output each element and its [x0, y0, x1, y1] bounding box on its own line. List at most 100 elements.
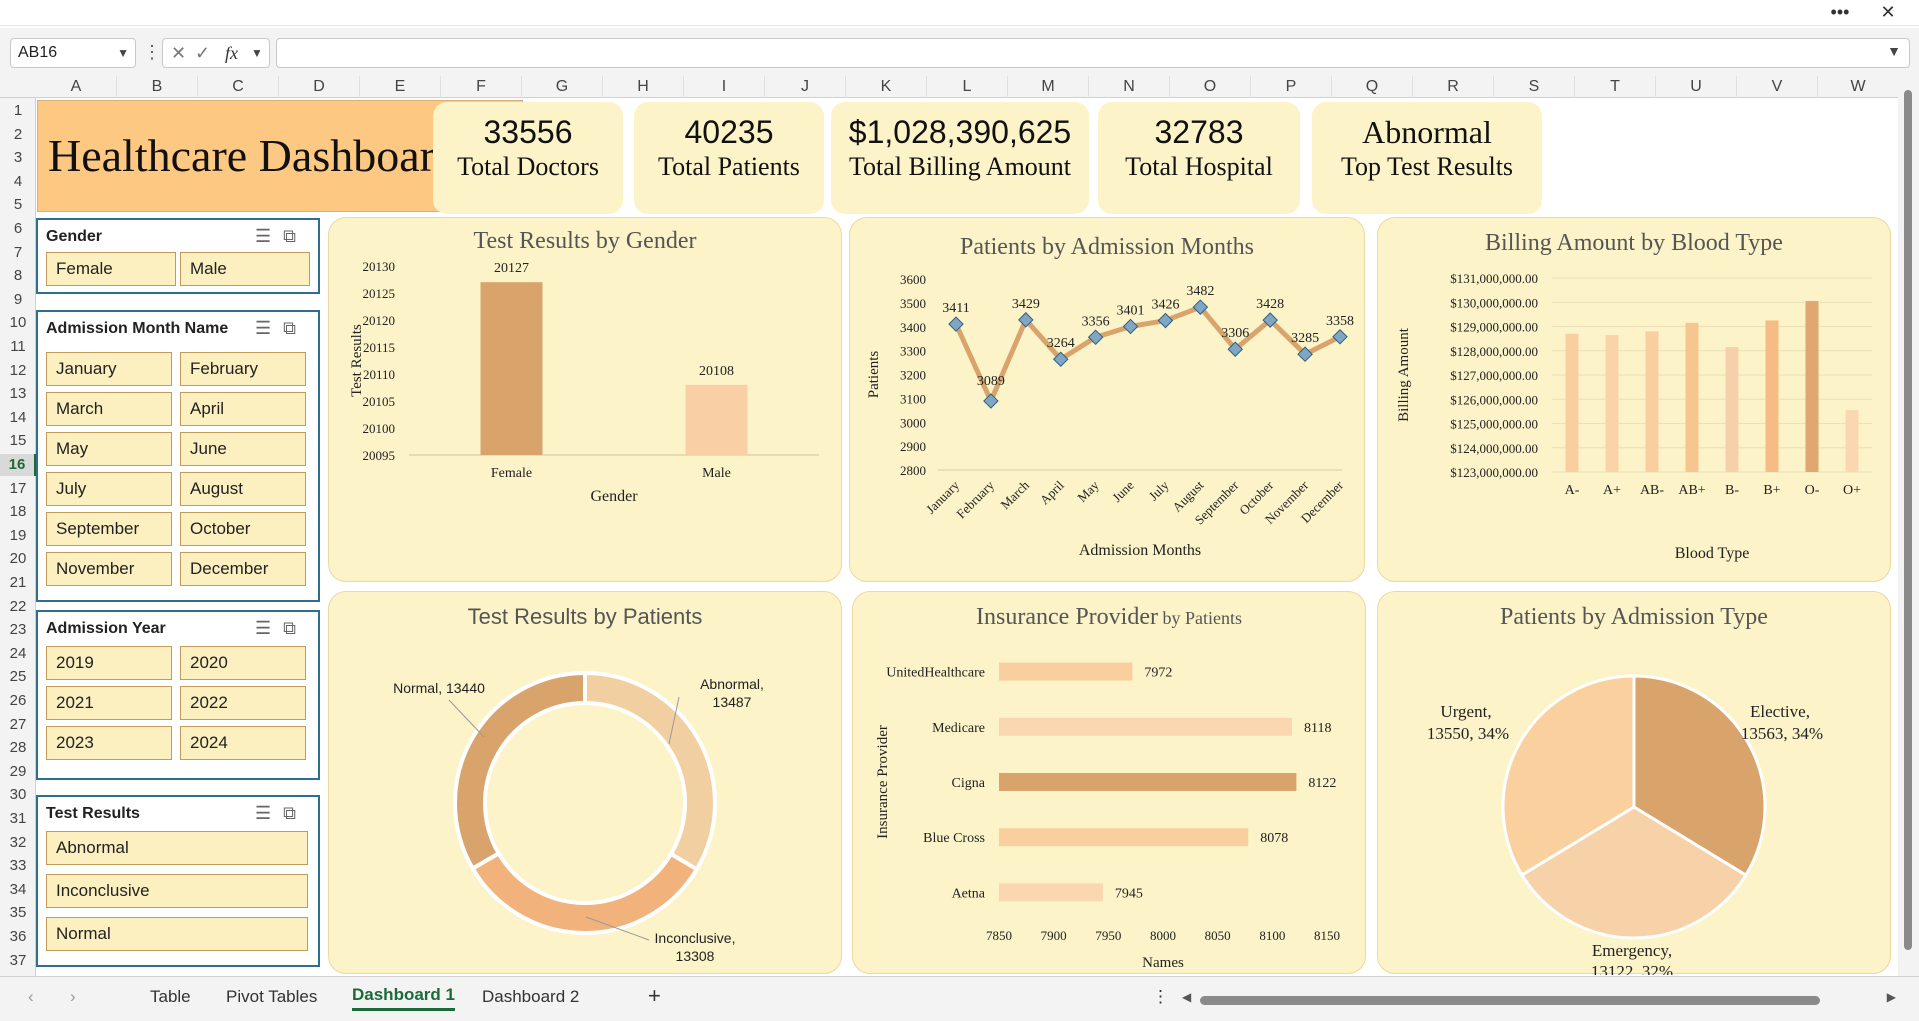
column-header[interactable]: K	[846, 76, 927, 98]
chevron-down-icon[interactable]: ▼	[251, 46, 263, 60]
slicer-item-2020[interactable]: 2020	[180, 646, 306, 680]
chart-billing-by-blood-type[interactable]: Billing Amount by Blood Type $123,000,00…	[1377, 217, 1891, 582]
slicer-item-june[interactable]: June	[180, 432, 306, 466]
slicer-item-october[interactable]: October	[180, 512, 306, 546]
slicer-item-november[interactable]: November	[46, 552, 172, 586]
slicer-item-march[interactable]: March	[46, 392, 172, 426]
more-options-icon[interactable]: ⋮	[1152, 987, 1169, 1006]
slicer-item-september[interactable]: September	[46, 512, 172, 546]
row-header[interactable]: 3	[13, 149, 23, 167]
next-sheet-icon[interactable]: ›	[70, 987, 76, 1006]
row-header[interactable]: 36	[9, 928, 27, 945]
column-header[interactable]: C	[198, 76, 279, 98]
slicer-item-april[interactable]: April	[180, 392, 306, 426]
close-icon[interactable]: ✕	[1880, 2, 1896, 22]
enter-icon[interactable]: ✓	[195, 43, 211, 63]
row-header[interactable]: 25	[9, 668, 27, 686]
column-header[interactable]: P	[1251, 76, 1332, 98]
row-header[interactable]: 34	[9, 880, 27, 898]
column-header[interactable]: E	[360, 76, 441, 98]
column-header[interactable]: G	[522, 76, 603, 98]
row-header[interactable]: 30	[9, 786, 27, 804]
column-header[interactable]: M	[1008, 76, 1089, 98]
slicer-item-2021[interactable]: 2021	[46, 686, 172, 720]
clear-filter-icon[interactable]: ⧉	[283, 803, 308, 823]
row-header[interactable]: 20	[9, 550, 27, 568]
slicer-item-2023[interactable]: 2023	[46, 726, 172, 760]
row-header[interactable]: 17	[9, 479, 27, 497]
column-header[interactable]: Q	[1332, 76, 1413, 98]
tab-dashboard-2[interactable]: Dashboard 2	[482, 987, 580, 1006]
slicer-item-male[interactable]: Male	[180, 252, 310, 286]
column-header[interactable]: H	[603, 76, 684, 98]
slicer-item-february[interactable]: February	[180, 352, 306, 386]
multi-select-icon[interactable]: ☰	[255, 618, 284, 638]
column-header[interactable]: W	[1818, 76, 1899, 98]
column-header[interactable]: R	[1413, 76, 1494, 98]
vertical-scrollbar[interactable]	[1898, 76, 1919, 976]
row-header[interactable]: 8	[13, 267, 23, 285]
horizontal-scrollbar[interactable]: ◀ ▶	[1180, 990, 1898, 1008]
chart-insurance-by-patients[interactable]: Insurance Provider by Patients 7972 Unite…	[852, 591, 1366, 974]
row-header[interactable]: 21	[9, 574, 27, 591]
row-header[interactable]: 2	[13, 125, 23, 143]
slicer-item-may[interactable]: May	[46, 432, 172, 466]
clear-filter-icon[interactable]: ⧉	[283, 318, 308, 338]
column-header[interactable]: T	[1575, 76, 1656, 98]
row-header[interactable]: 4	[13, 172, 23, 190]
row-header[interactable]: 15	[9, 432, 27, 450]
name-box[interactable]: AB16 ▼	[10, 38, 136, 68]
row-header[interactable]: 11	[10, 338, 26, 355]
prev-sheet-icon[interactable]: ‹	[28, 987, 34, 1006]
slicer-item-inconclusive[interactable]: Inconclusive	[46, 874, 308, 908]
chart-patients-by-admission-months[interactable]: Patients by Admission Months 2800 2900 300…	[849, 217, 1365, 582]
vertical-dots-icon[interactable]: ⋮	[143, 42, 161, 62]
add-sheet-button[interactable]: +	[648, 983, 661, 1008]
row-header[interactable]: 23	[9, 621, 27, 639]
slicer-item-abnormal[interactable]: Abnormal	[46, 831, 308, 865]
row-header[interactable]: 31	[9, 810, 27, 827]
chart-test-results-by-gender[interactable]: Test Results by Gender 20095 20100 20105 20…	[328, 217, 842, 582]
tab-pivot-tables[interactable]: Pivot Tables	[226, 987, 318, 1006]
row-header[interactable]: 16	[0, 454, 36, 476]
slicer-item-normal[interactable]: Normal	[46, 917, 308, 951]
clear-filter-icon[interactable]: ⧉	[283, 618, 308, 638]
row-header[interactable]: 7	[13, 243, 23, 261]
cancel-icon[interactable]: ✕	[171, 43, 187, 63]
tab-table[interactable]: Table	[150, 987, 191, 1006]
row-header[interactable]: 35	[9, 904, 27, 922]
row-header[interactable]: 37	[9, 951, 27, 969]
slicer-item-december[interactable]: December	[180, 552, 306, 586]
row-header[interactable]: 27	[9, 715, 27, 733]
column-header[interactable]: F	[441, 76, 522, 98]
column-header[interactable]: V	[1737, 76, 1818, 98]
row-header[interactable]: 5	[13, 196, 23, 214]
column-header[interactable]: S	[1494, 76, 1575, 98]
formula-input[interactable]: ▼	[276, 38, 1910, 68]
slicer-item-2024[interactable]: 2024	[180, 726, 306, 760]
row-header[interactable]: 26	[9, 692, 27, 709]
row-header[interactable]: 9	[13, 290, 23, 308]
slicer-item-august[interactable]: August	[180, 472, 306, 506]
row-header[interactable]: 14	[9, 408, 27, 426]
column-header[interactable]: I	[684, 76, 765, 98]
row-header[interactable]: 19	[9, 526, 27, 544]
row-header[interactable]: 1	[13, 102, 23, 119]
slicer-item-2022[interactable]: 2022	[180, 686, 306, 720]
row-header[interactable]: 24	[9, 644, 27, 662]
scroll-right-icon[interactable]: ▶	[1886, 990, 1896, 1004]
column-header[interactable]: J	[765, 76, 846, 98]
row-header[interactable]: 10	[9, 314, 27, 332]
column-header[interactable]: N	[1089, 76, 1170, 98]
slicer-item-2019[interactable]: 2019	[46, 646, 172, 680]
slicer-item-female[interactable]: Female	[46, 252, 176, 286]
row-header[interactable]: 18	[9, 503, 27, 521]
chart-test-results-by-patients[interactable]: Test Results by Patients Abnormal, 13487 I…	[328, 591, 842, 974]
scroll-thumb[interactable]	[1904, 90, 1912, 950]
row-header[interactable]: 32	[9, 833, 27, 851]
chevron-down-icon[interactable]: ▼	[117, 46, 129, 60]
scroll-left-icon[interactable]: ◀	[1182, 990, 1192, 1004]
row-header[interactable]: 29	[9, 762, 27, 780]
row-header[interactable]: 6	[13, 220, 23, 237]
row-header[interactable]: 12	[9, 361, 27, 379]
